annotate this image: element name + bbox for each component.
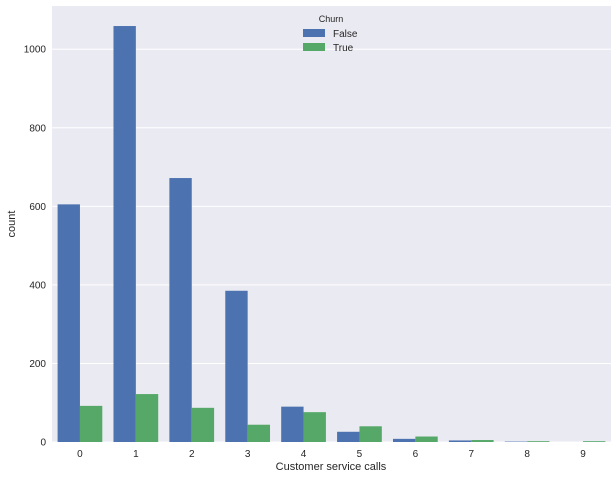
bar-true-7 <box>471 440 493 442</box>
x-tick-label: 3 <box>245 449 251 460</box>
bar-true-8 <box>527 441 549 442</box>
x-tick-labels: 0 1 2 3 4 5 6 7 8 9 <box>77 449 586 460</box>
x-tick-label: 9 <box>580 449 586 460</box>
legend-swatch-true <box>303 43 325 51</box>
x-tick-label: 1 <box>133 449 139 460</box>
bar-false-3 <box>225 291 247 442</box>
x-tick-label: 4 <box>301 449 307 460</box>
bar-true-9 <box>583 441 605 442</box>
legend-label-false: False <box>333 29 358 40</box>
y-tick-label: 800 <box>29 123 46 134</box>
y-tick-label: 400 <box>29 280 46 291</box>
y-tick-label: 600 <box>29 202 46 213</box>
x-tick-label: 7 <box>468 449 474 460</box>
bar-true-3 <box>248 425 270 442</box>
x-tick-label: 2 <box>189 449 195 460</box>
x-tick-label: 0 <box>77 449 83 460</box>
bar-false-4 <box>281 407 303 442</box>
x-axis-label: Customer service calls <box>276 461 387 473</box>
x-tick-label: 5 <box>357 449 363 460</box>
x-tick-label: 6 <box>413 449 419 460</box>
x-tick-label: 8 <box>524 449 530 460</box>
y-axis-label: count <box>6 211 18 238</box>
y-tick-labels: 0 200 400 600 800 1000 <box>24 45 47 449</box>
bar-false-6 <box>393 439 415 442</box>
bar-false-2 <box>169 178 191 442</box>
bar-true-2 <box>192 408 214 442</box>
bar-true-5 <box>359 426 381 442</box>
bar-false-5 <box>337 432 359 442</box>
bar-false-1 <box>113 26 135 442</box>
bar-true-4 <box>304 412 326 442</box>
bar-false-0 <box>58 204 80 442</box>
legend-swatch-false <box>303 29 325 37</box>
bar-true-0 <box>80 406 102 442</box>
bar-true-6 <box>415 437 437 442</box>
y-tick-label: 1000 <box>24 45 47 56</box>
y-tick-label: 0 <box>40 438 46 449</box>
bar-false-7 <box>449 440 471 442</box>
legend-label-true: True <box>333 43 354 54</box>
legend-title: Churn <box>319 14 344 24</box>
y-tick-label: 200 <box>29 359 46 370</box>
bar-true-1 <box>136 394 158 442</box>
